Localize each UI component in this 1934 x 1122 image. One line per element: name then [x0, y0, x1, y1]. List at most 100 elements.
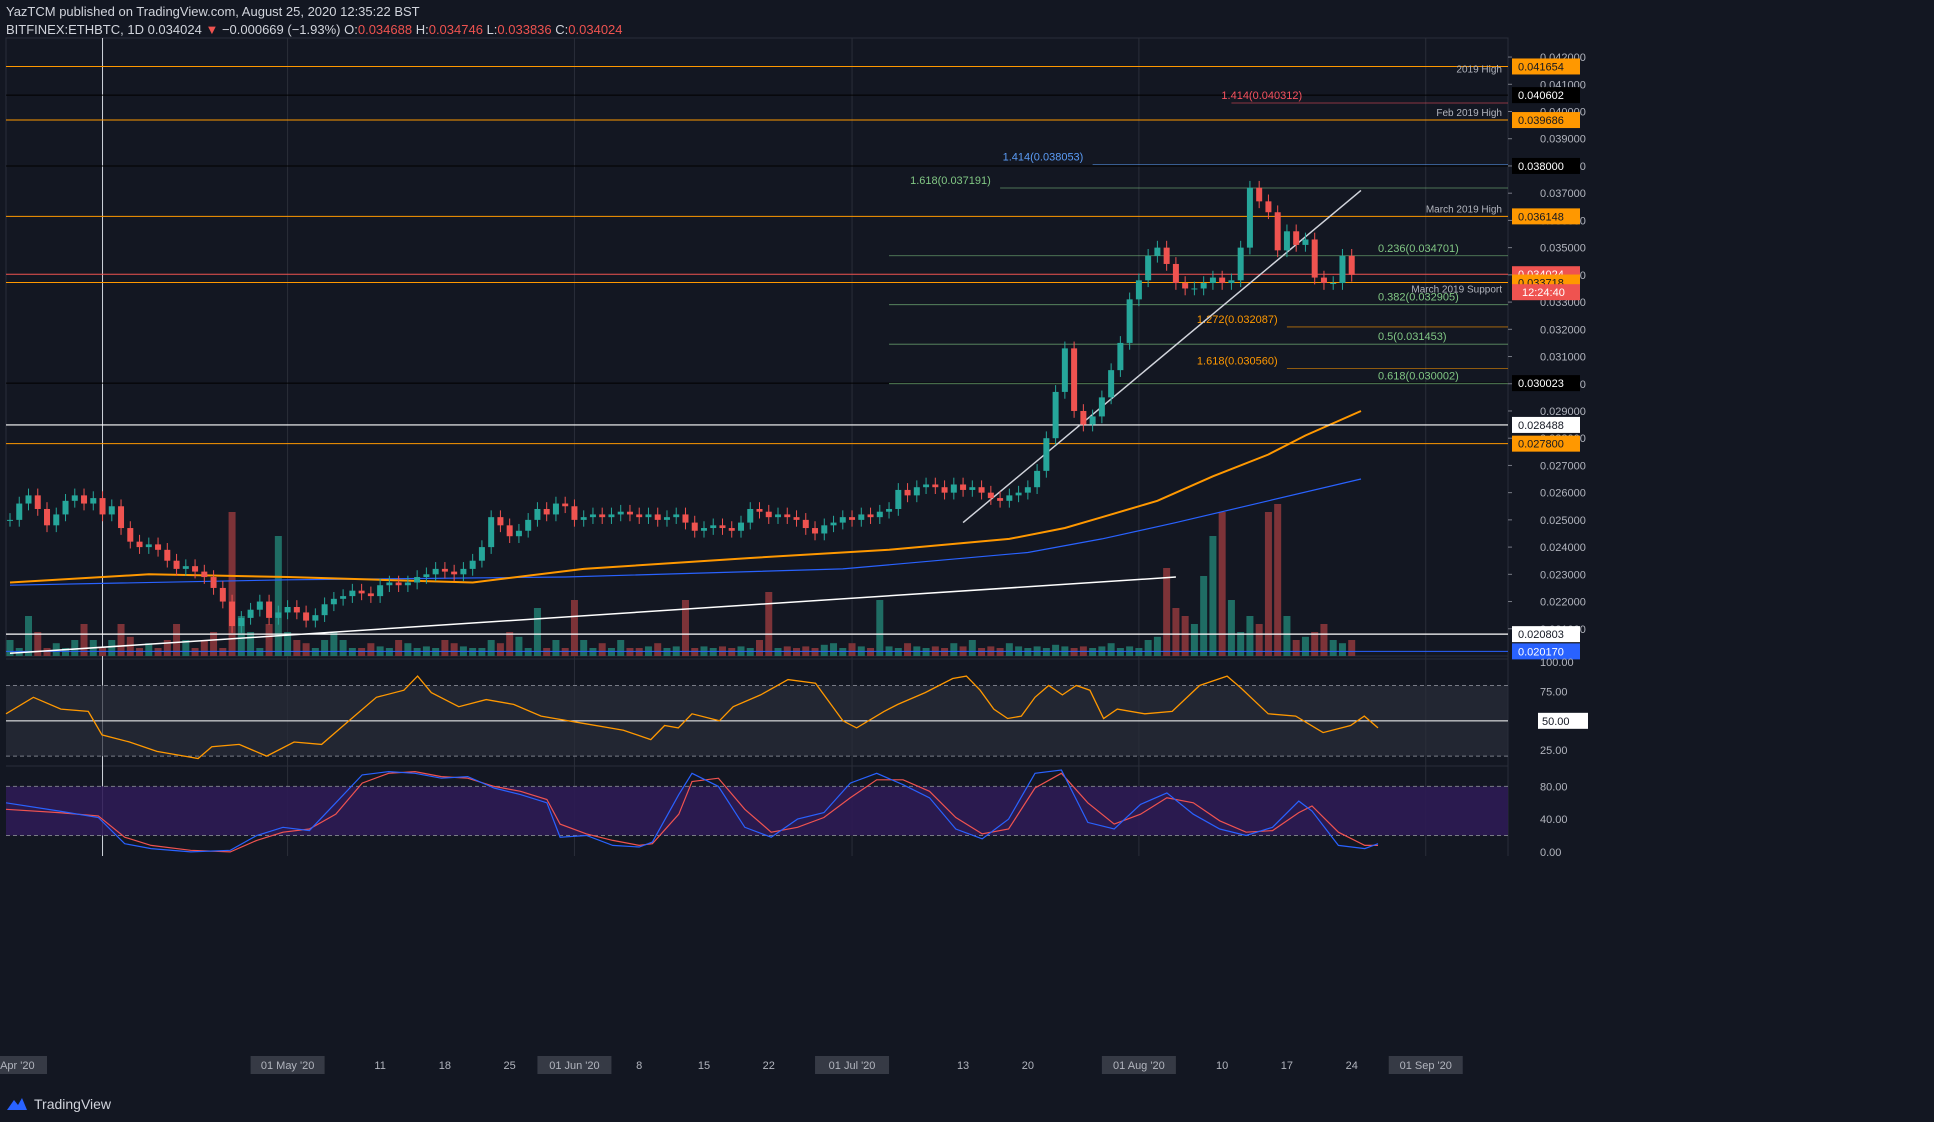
volume-bar [1163, 568, 1171, 656]
candle-body [108, 506, 115, 515]
volume-bar [339, 640, 347, 656]
candle-body [469, 560, 476, 569]
candle-body [145, 544, 152, 548]
price-label-box [1512, 112, 1580, 129]
candle-body [210, 577, 217, 588]
price-label: 0.039686 [1518, 115, 1564, 127]
volume-bar [210, 632, 218, 656]
candle-body [1117, 342, 1124, 371]
candle-body [608, 514, 615, 518]
candle-body [219, 587, 226, 602]
candle-body [414, 577, 421, 583]
candle-body [756, 508, 763, 512]
volume-bar [1200, 576, 1208, 656]
candle-body [127, 528, 134, 542]
candle-body [460, 568, 467, 575]
candle-body [182, 566, 189, 569]
candle-body [728, 528, 735, 531]
low-value: 0.033836 [497, 22, 552, 37]
candle-body [1293, 231, 1300, 245]
candle-body [645, 514, 652, 518]
volume-bar [552, 640, 560, 656]
time-tick-label: 10 [1216, 1060, 1228, 1072]
volume-bar [839, 648, 847, 656]
candle-body [201, 571, 208, 578]
candle-body [858, 514, 865, 520]
candle-body [71, 495, 78, 501]
volume-bar [1246, 616, 1254, 656]
volume-bar [1274, 504, 1282, 656]
volume-bar [793, 648, 801, 656]
price-label-box [1512, 375, 1580, 392]
volume-bar [1237, 632, 1245, 656]
volume-bar [996, 648, 1004, 656]
candle-body [432, 568, 439, 575]
ma-blue-line [9, 478, 1362, 586]
trendline [9, 576, 1176, 655]
close-value: 0.034024 [147, 22, 202, 37]
volume-bar [589, 648, 597, 656]
candle-body [25, 495, 32, 504]
volume-bar [367, 643, 375, 656]
rsi-tick-label: 100.00 [1540, 657, 1574, 669]
candle-body [275, 612, 282, 618]
time-tick-label: 24 [1346, 1060, 1358, 1072]
time-tick-label: 01 Jun '20 [549, 1060, 599, 1072]
volume-bar [681, 600, 689, 656]
volume-bar [173, 624, 181, 656]
volume-bar [1190, 624, 1198, 656]
candle-body [1043, 438, 1050, 471]
footer-brand[interactable]: TradingView [6, 1096, 111, 1112]
price-label: 0.041654 [1518, 61, 1564, 73]
candle-body [1320, 277, 1327, 284]
volume-bar [71, 640, 79, 656]
candle-body [886, 508, 893, 512]
candle-body [1219, 277, 1226, 284]
candle-body [155, 544, 162, 550]
candle-body [321, 604, 328, 616]
candle-body [247, 609, 254, 618]
candle-body [192, 566, 199, 572]
volume-bar [1089, 648, 1097, 656]
candle-body [626, 511, 633, 515]
candle-body [589, 514, 596, 518]
symbol-label[interactable]: BITFINEX:ETHBTC, 1D [6, 22, 144, 37]
volume-bar [256, 648, 264, 656]
candle-body [747, 508, 754, 523]
price-label-box [1512, 416, 1580, 433]
candle-body [53, 514, 60, 526]
candle-body [876, 511, 883, 518]
rsi-current-box [1538, 712, 1588, 729]
candle-body [1015, 492, 1022, 496]
ma-orange-line [9, 410, 1362, 584]
candle-body [1200, 283, 1207, 289]
volume-bar [820, 644, 828, 656]
candle-body [913, 487, 920, 496]
level-caption: 2019 High [1456, 64, 1502, 75]
time-tick-label: 01 Aug '20 [1113, 1060, 1165, 1072]
volume-bar [765, 592, 773, 656]
time-tick-label: 13 [957, 1060, 969, 1072]
volume-bar [450, 643, 458, 656]
price-label-box [1512, 58, 1580, 75]
time-tick-label: 25 [504, 1060, 516, 1072]
volume-bar [1107, 643, 1115, 656]
candle-body [7, 519, 13, 521]
stoch-tick-label: 40.00 [1540, 814, 1568, 826]
fib-level-label: 0.382(0.032905) [1378, 292, 1459, 304]
candle-body [691, 522, 698, 531]
volume-bar [1338, 643, 1346, 656]
candle-body [969, 487, 976, 490]
volume-bar [284, 632, 292, 656]
volume-bar [691, 648, 699, 656]
y-tick-label: 0.022000 [1540, 597, 1586, 609]
candle-body [775, 514, 782, 518]
candle-body [673, 514, 680, 518]
price-label: 0.020803 [1518, 629, 1564, 641]
volume-bar [469, 648, 477, 656]
candle-body [1108, 370, 1115, 398]
candle-body [1052, 391, 1059, 439]
candle-body [99, 498, 106, 515]
volume-bar [302, 643, 310, 656]
